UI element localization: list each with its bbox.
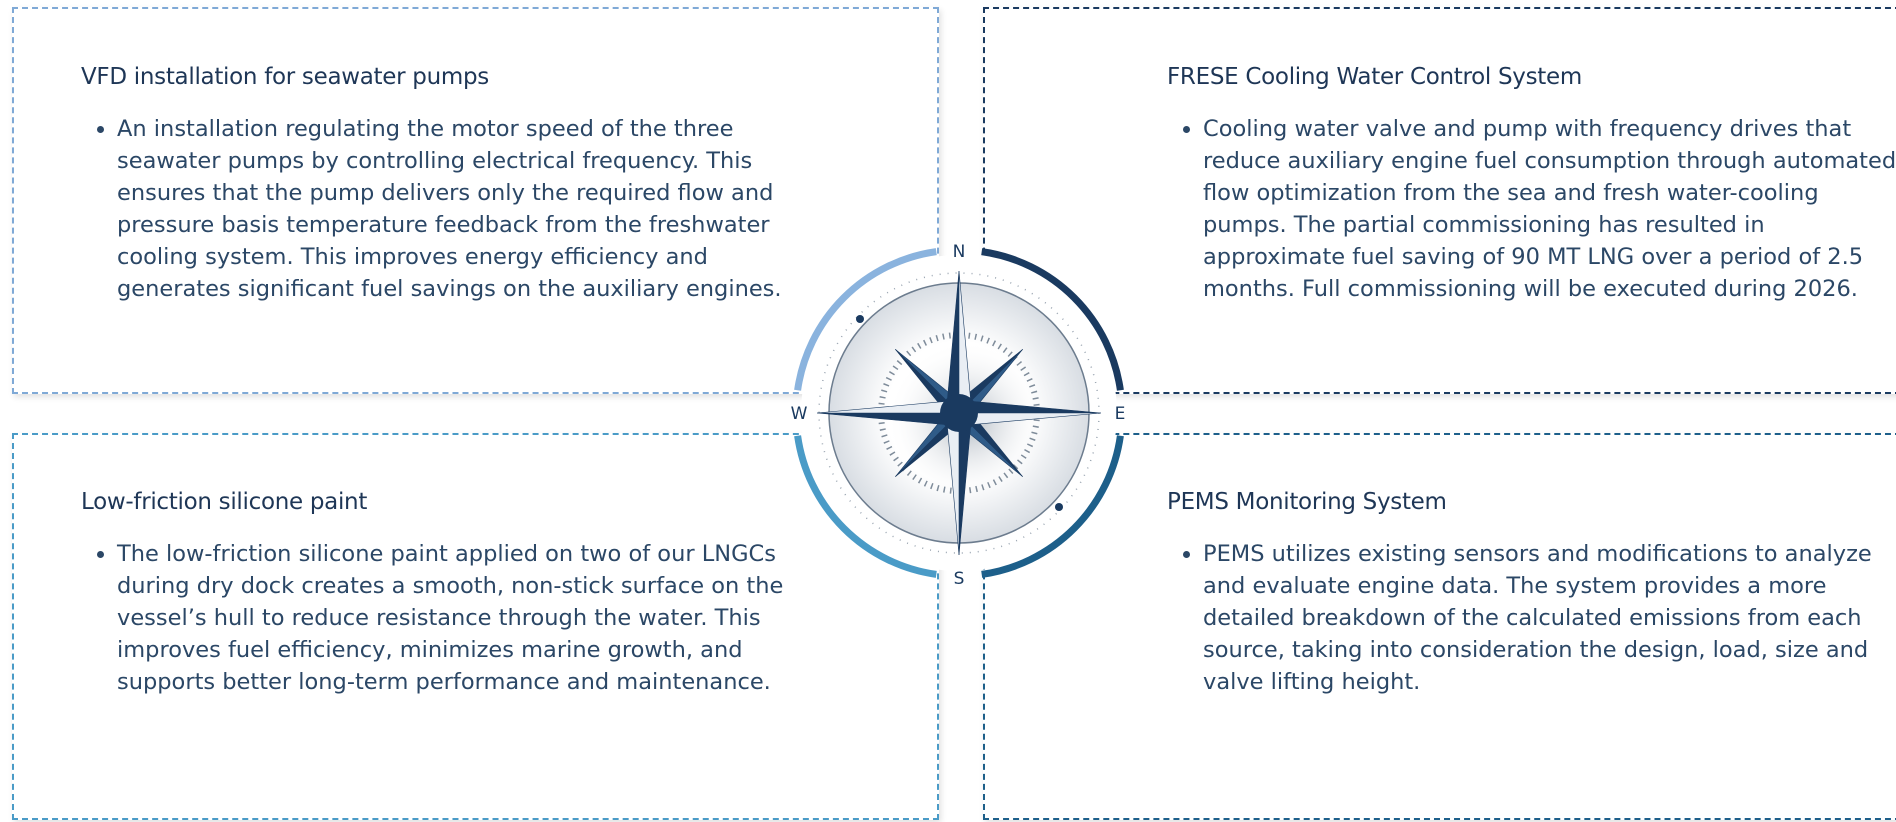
compass-letter: W — [791, 404, 808, 424]
compass-letter: N — [953, 242, 966, 262]
compass-letter: S — [954, 569, 965, 589]
star-point — [947, 413, 959, 555]
bullet: An installation regulating the motor spe… — [117, 113, 797, 305]
bullet: PEMS utilizes existing sensors and modif… — [1203, 538, 1896, 698]
page: VFD installation for seawater pumps An i… — [0, 0, 1896, 822]
bullet: The low-friction silicone paint applied … — [117, 538, 807, 698]
card: PEMS Monitoring System PEMS utilizes exi… — [983, 433, 1896, 820]
bullet-list: The low-friction silicone paint applied … — [81, 538, 807, 698]
card-title: FRESE Cooling Water Control System — [1167, 64, 1582, 90]
star-point — [959, 271, 971, 413]
star-point — [817, 401, 959, 413]
star-point — [959, 401, 1101, 413]
card: Low-friction silicone paint The low-fric… — [12, 433, 939, 820]
bullet-list: PEMS utilizes existing sensors and modif… — [1167, 538, 1896, 698]
compass-letter: E — [1115, 404, 1126, 424]
bullet: Cooling water valve and pump with freque… — [1203, 113, 1896, 305]
card: FRESE Cooling Water Control System Cooli… — [983, 7, 1896, 394]
star-point — [817, 413, 959, 425]
card-title: Low-friction silicone paint — [81, 489, 367, 515]
card: VFD installation for seawater pumps An i… — [12, 7, 939, 394]
card-title: VFD installation for seawater pumps — [81, 64, 489, 90]
compass-hub — [940, 394, 978, 432]
star-point — [959, 413, 1101, 425]
card-title: PEMS Monitoring System — [1167, 489, 1447, 515]
bullet-list: An installation regulating the motor spe… — [81, 113, 797, 305]
star-point — [947, 271, 959, 413]
bullet-list: Cooling water valve and pump with freque… — [1167, 113, 1896, 305]
star-point — [959, 413, 971, 555]
